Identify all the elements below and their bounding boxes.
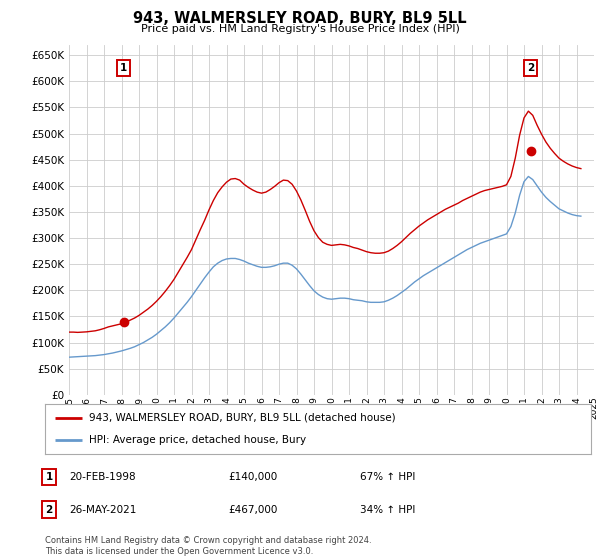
- Text: 20-FEB-1998: 20-FEB-1998: [69, 472, 136, 482]
- Text: Price paid vs. HM Land Registry's House Price Index (HPI): Price paid vs. HM Land Registry's House …: [140, 24, 460, 34]
- Text: 943, WALMERSLEY ROAD, BURY, BL9 5LL: 943, WALMERSLEY ROAD, BURY, BL9 5LL: [133, 11, 467, 26]
- Text: 34% ↑ HPI: 34% ↑ HPI: [360, 505, 415, 515]
- Text: Contains HM Land Registry data © Crown copyright and database right 2024.
This d: Contains HM Land Registry data © Crown c…: [45, 536, 371, 556]
- Text: 67% ↑ HPI: 67% ↑ HPI: [360, 472, 415, 482]
- Text: 943, WALMERSLEY ROAD, BURY, BL9 5LL (detached house): 943, WALMERSLEY ROAD, BURY, BL9 5LL (det…: [89, 413, 395, 423]
- Text: £467,000: £467,000: [228, 505, 277, 515]
- Text: 2: 2: [527, 63, 534, 73]
- Text: 2: 2: [46, 505, 53, 515]
- Text: 1: 1: [120, 63, 127, 73]
- Text: £140,000: £140,000: [228, 472, 277, 482]
- Text: 26-MAY-2021: 26-MAY-2021: [69, 505, 136, 515]
- Text: HPI: Average price, detached house, Bury: HPI: Average price, detached house, Bury: [89, 435, 306, 445]
- Text: 1: 1: [46, 472, 53, 482]
